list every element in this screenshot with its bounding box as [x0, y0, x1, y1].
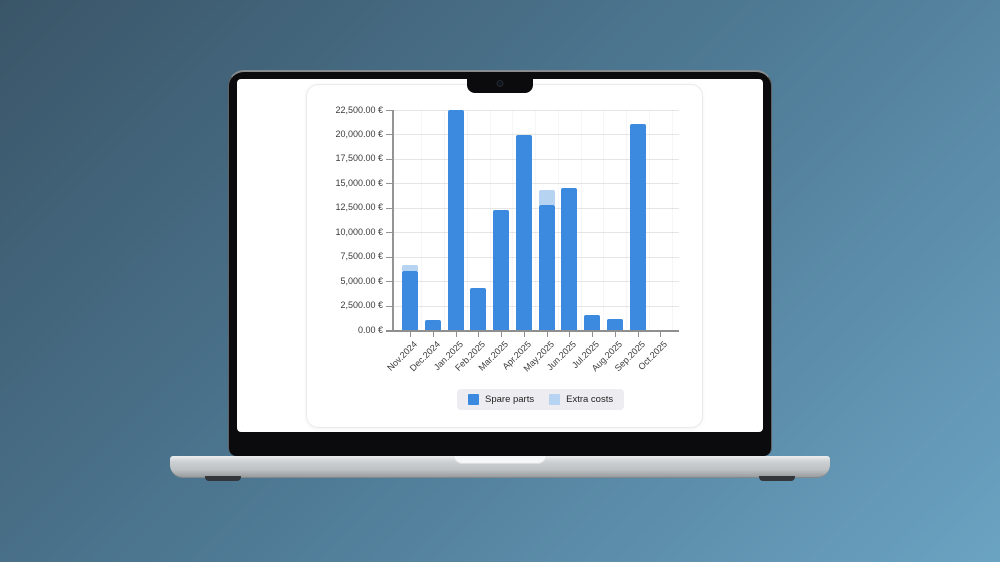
bar-aug-2025-spare-parts[interactable] — [606, 319, 623, 330]
camera-notch — [467, 72, 533, 93]
bar-feb-2025-spare-parts[interactable] — [470, 288, 487, 330]
x-axis-tick — [410, 332, 411, 337]
x-axis-tick — [637, 332, 639, 337]
y-axis-tick — [386, 158, 392, 160]
vertical-gridline — [512, 110, 513, 330]
vertical-gridline — [535, 110, 536, 330]
x-axis-tick — [501, 332, 502, 337]
vertical-gridline — [603, 110, 604, 330]
y-axis-line — [392, 110, 394, 330]
x-axis-tick — [455, 332, 457, 337]
bar-apr-2025-spare-parts[interactable] — [515, 135, 532, 330]
y-axis-tick-label: 0.00 € — [357, 324, 383, 335]
y-axis-tick-label: 10,000.00 € — [335, 226, 383, 237]
vertical-gridline — [421, 110, 422, 330]
y-axis-tick — [386, 134, 392, 136]
laptop-foot-right — [759, 476, 795, 481]
gridline — [392, 110, 679, 111]
y-axis-tick — [386, 256, 392, 258]
vertical-gridline — [672, 110, 673, 330]
bar-nov-2024-spare-parts[interactable] — [402, 270, 418, 330]
y-axis-tick-label: 7,500.00 € — [340, 251, 383, 262]
x-axis-line — [386, 330, 679, 332]
bar-chart: 0.00 € 2,500.00 € 5,000.00 € 7,500.00 € 10,0… — [307, 85, 702, 427]
legend-label: Spare parts — [485, 394, 535, 405]
x-axis-tick — [569, 332, 571, 337]
y-axis-tick-label: 5,000.00 € — [340, 275, 383, 286]
legend-item-spare-parts[interactable]: Spare parts — [468, 394, 534, 405]
legend-swatch-spare-parts — [468, 394, 479, 405]
y-axis-tick — [386, 183, 392, 185]
vertical-gridline — [649, 110, 650, 330]
bar-may-2025-spare-parts[interactable] — [538, 205, 555, 330]
laptop-base — [170, 456, 830, 478]
x-axis-tick — [592, 332, 593, 337]
y-axis-tick-label: 20,000.00 € — [335, 128, 383, 139]
gridline — [392, 207, 679, 209]
gridline — [392, 305, 679, 307]
bar-jun-2025-spare-parts[interactable] — [561, 188, 578, 330]
y-axis-tick — [386, 110, 392, 111]
y-axis-tick-label: 12,500.00 € — [335, 202, 383, 213]
legend-item-extra-costs[interactable]: Extra costs — [549, 394, 613, 405]
bar-jan-2025-spare-parts[interactable] — [447, 110, 464, 330]
bar-sep-2025-spare-parts[interactable] — [629, 123, 646, 330]
x-axis-tick — [432, 332, 434, 337]
vertical-gridline — [581, 110, 582, 330]
chart-card: 0.00 € 2,500.00 € 5,000.00 € 7,500.00 € 10,0… — [306, 84, 703, 428]
y-axis-tick — [386, 281, 392, 283]
bar-may-2025-extra-costs[interactable] — [538, 190, 555, 206]
gridline — [392, 281, 679, 283]
gridline — [392, 134, 679, 136]
y-axis-tick-label: 17,500.00 € — [335, 153, 383, 164]
vertical-gridline — [444, 110, 445, 330]
y-axis-tick — [386, 207, 392, 209]
chart-legend: Spare parts Extra costs — [457, 389, 625, 410]
x-axis-tick — [523, 332, 525, 337]
laptop-foot-left — [205, 476, 241, 481]
gridline — [392, 158, 679, 160]
vertical-gridline — [490, 110, 491, 330]
x-axis-tick — [478, 332, 480, 337]
vertical-gridline — [558, 110, 559, 330]
bar-jul-2025-spare-parts[interactable] — [584, 315, 600, 330]
legend-label: Extra costs — [566, 394, 614, 405]
y-axis-tick-label: 22,500.00 € — [335, 104, 383, 115]
vertical-gridline — [626, 110, 627, 330]
y-axis-tick — [386, 305, 392, 307]
vertical-gridline — [467, 110, 468, 330]
y-axis-tick-label: 15,000.00 € — [335, 177, 383, 188]
laptop-display: 0.00 € 2,500.00 € 5,000.00 € 7,500.00 € 10,0… — [237, 79, 763, 432]
gridline — [392, 183, 679, 185]
y-axis-tick — [386, 232, 392, 234]
x-axis-tick — [660, 332, 662, 337]
bar-nov-2024-extra-costs[interactable] — [402, 265, 418, 271]
legend-swatch-extra-costs — [549, 394, 561, 405]
x-axis-tick — [546, 332, 548, 337]
bar-dec-2024-spare-parts[interactable] — [424, 319, 441, 330]
bar-mar-2025-spare-parts[interactable] — [493, 209, 509, 330]
base-thumb-scoop — [454, 456, 546, 464]
x-axis-tick — [614, 332, 616, 337]
camera-dot — [497, 81, 503, 86]
gridline — [392, 232, 679, 234]
gridline — [392, 256, 679, 258]
laptop-screen: 0.00 € 2,500.00 € 5,000.00 € 7,500.00 € 10,0… — [228, 70, 772, 456]
y-axis-tick-label: 2,500.00 € — [340, 300, 383, 311]
